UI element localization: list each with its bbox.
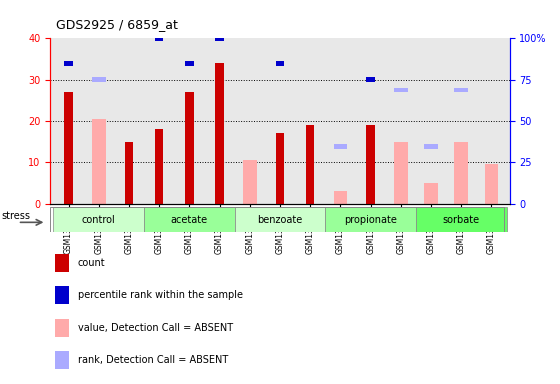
Bar [394, 142, 408, 204]
Text: benzoate: benzoate [258, 215, 302, 225]
Bar [185, 61, 194, 66]
Bar [306, 125, 315, 204]
Bar [394, 88, 408, 93]
Text: percentile rank within the sample: percentile rank within the sample [78, 290, 243, 300]
Bar [55, 351, 69, 369]
Bar [216, 63, 224, 204]
Bar [424, 144, 438, 149]
Text: sorbate: sorbate [443, 215, 480, 225]
Bar [366, 125, 375, 204]
Bar [334, 144, 347, 149]
Bar [276, 133, 284, 204]
Bar [185, 92, 194, 204]
Bar [144, 207, 235, 232]
Bar [55, 319, 69, 337]
Bar [276, 61, 284, 66]
Bar [455, 88, 468, 93]
Bar [92, 77, 105, 82]
Bar [424, 183, 438, 204]
Bar [92, 119, 105, 204]
Bar [55, 286, 69, 304]
Bar [235, 207, 325, 232]
Bar [155, 129, 164, 204]
Bar [334, 191, 347, 204]
Bar [55, 254, 69, 271]
Text: GDS2925 / 6859_at: GDS2925 / 6859_at [56, 18, 178, 31]
Text: value, Detection Call = ABSENT: value, Detection Call = ABSENT [78, 323, 233, 333]
Bar [325, 207, 416, 232]
Bar [155, 36, 164, 41]
Text: control: control [82, 215, 115, 225]
Bar [455, 142, 468, 204]
Bar [125, 142, 133, 204]
Text: count: count [78, 258, 106, 268]
Bar [53, 207, 144, 232]
Bar [64, 92, 73, 204]
Bar [64, 61, 73, 66]
Bar [216, 36, 224, 41]
Text: acetate: acetate [171, 215, 208, 225]
Text: stress: stress [1, 211, 30, 221]
Bar [366, 77, 375, 82]
Bar [416, 207, 507, 232]
Bar [243, 160, 256, 204]
Text: rank, Detection Call = ABSENT: rank, Detection Call = ABSENT [78, 355, 228, 365]
Text: propionate: propionate [344, 215, 397, 225]
Bar [485, 164, 498, 204]
